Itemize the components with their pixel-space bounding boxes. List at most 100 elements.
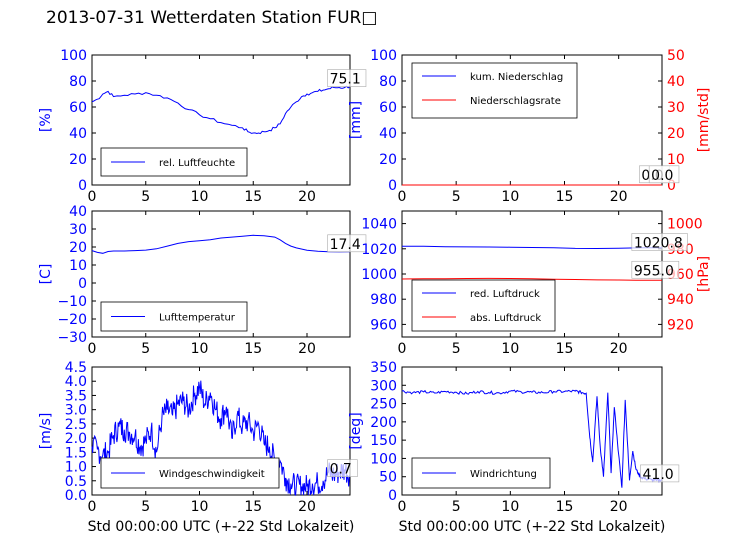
precip-ytick-label: 0 <box>388 178 397 194</box>
wind-direction-ytick-label: 350 <box>370 360 397 376</box>
temperature-ytick-label: 40 <box>69 204 87 220</box>
humidity-series-line-1 <box>91 85 351 135</box>
humidity-ytick-label: 20 <box>69 152 87 168</box>
temperature-legend-label: Lufttemperatur <box>159 313 236 324</box>
humidity-ytick-label: 0 <box>78 178 87 194</box>
wind-speed-ytick-label: 3.0 <box>65 403 87 419</box>
wind-direction-ytick-label: 250 <box>370 397 397 413</box>
humidity-annotation-box <box>327 69 367 87</box>
pressure-annotation-label: 1020.8 <box>634 236 683 252</box>
humidity-ytick-label: 80 <box>69 74 87 90</box>
wind-speed-annotation-box <box>327 459 358 477</box>
precip-y2label: [mm/std] <box>696 88 712 153</box>
temperature-xtick-label: 0 <box>88 341 97 357</box>
humidity-xtick-label: 15 <box>244 189 262 205</box>
humidity-ytick-label: 40 <box>69 126 87 142</box>
temperature-axes-frame <box>91 210 351 338</box>
wind-speed-ytick-label: 4.5 <box>65 360 87 376</box>
pressure-legend-label: abs. Luftdruck <box>470 313 541 324</box>
humidity-xtick-label: 5 <box>141 189 150 205</box>
wind-speed-legend-label: Windgeschwindigkeit <box>159 469 265 480</box>
wind-speed-xtick-label: 10 <box>191 499 209 515</box>
pressure-legend-box <box>411 279 556 332</box>
wind-direction-ytick-label: 300 <box>370 378 397 394</box>
temperature-ytick-label: 30 <box>69 222 87 238</box>
wind-direction-xtick-label: 15 <box>556 499 574 515</box>
temperature-ylabel: [C] <box>38 264 54 285</box>
pressure-annotation-box <box>631 260 680 279</box>
wind-speed-ytick-label: 0.5 <box>65 474 87 490</box>
pressure-xtick-label: 20 <box>610 341 628 357</box>
wind-direction-xtick-label: 0 <box>398 499 407 515</box>
humidity-legend-label: rel. Luftfeuchte <box>159 158 235 169</box>
precip-ytick-label: 20 <box>379 152 397 168</box>
humidity-ytick-label: 60 <box>69 100 87 116</box>
temperature-ytick-label: 10 <box>69 258 87 274</box>
pressure-annotation-label: 955.0 <box>634 263 674 279</box>
wind-direction-ytick-label: 150 <box>370 433 397 449</box>
precip-xtick-label: 0 <box>398 189 407 205</box>
wind-direction-xtick-label: 20 <box>610 499 628 515</box>
wind-direction-annotation-box <box>640 464 680 483</box>
pressure-ytick-label: 960 <box>370 317 397 333</box>
figure-title: 2013-07-31 Wetterdaten Station FUR□ <box>46 8 378 28</box>
wind-direction-xlabel: Std 00:00:00 UTC (+-22 Std Lokalzeit) <box>399 519 666 535</box>
humidity-xtick-label: 20 <box>298 189 316 205</box>
wind-direction-legend-box <box>411 457 551 489</box>
wind-speed-ytick-label: 1.0 <box>65 460 87 476</box>
temperature-ytick-label: −10 <box>57 294 87 310</box>
wind-speed-ytick-label: 3.5 <box>65 388 87 404</box>
wind-speed-xtick-label: 20 <box>298 499 316 515</box>
pressure-ytick-label: 1000 <box>361 267 397 283</box>
temperature-xtick-label: 15 <box>244 341 262 357</box>
pressure-series-line-2 <box>401 277 662 281</box>
wind-direction-ytick-label: 200 <box>370 415 397 431</box>
precip-ytick-label: 100 <box>370 48 397 64</box>
pressure-y2label: [hPa] <box>696 256 712 292</box>
humidity-xtick-label: 10 <box>191 189 209 205</box>
wind-direction-xtick-label: 5 <box>452 499 461 515</box>
wind-speed-xtick-label: 5 <box>141 499 150 515</box>
temperature-ytick-label: 0 <box>78 276 87 292</box>
wind-speed-ytick-label: 4.0 <box>65 374 87 390</box>
humidity-ytick-label: 100 <box>60 48 87 64</box>
precip-y2tick-label: 20 <box>667 126 685 142</box>
precip-xtick-label: 5 <box>452 189 461 205</box>
temperature-ytick-label: −20 <box>57 312 87 328</box>
precip-y2tick-label: 40 <box>667 74 685 90</box>
pressure-series-line-1 <box>402 245 662 250</box>
precip-xtick-label: 20 <box>610 189 628 205</box>
pressure-legend-label: red. Luftdruck <box>470 289 540 300</box>
wind-speed-ytick-label: 0.0 <box>65 488 87 504</box>
humidity-axes-frame <box>91 54 351 186</box>
wind-direction-legend-label: Windrichtung <box>470 469 537 480</box>
precip-ytick-label: 40 <box>379 126 397 142</box>
wind-speed-xtick-label: 0 <box>88 499 97 515</box>
precip-ylabel: [mm] <box>348 101 364 139</box>
precip-annotation-label: 0.0 <box>651 168 673 184</box>
pressure-xtick-label: 10 <box>501 341 519 357</box>
wind-direction-annotation-label: 41.0 <box>643 467 674 483</box>
temperature-ytick-label: 20 <box>69 240 87 256</box>
temperature-annotation-box <box>327 234 367 253</box>
precip-y2tick-label: 0 <box>667 178 676 194</box>
temperature-annotation-label: 17.4 <box>330 237 361 253</box>
precip-ytick-label: 60 <box>379 100 397 116</box>
precip-y2tick-label: 30 <box>667 100 685 116</box>
wind-direction-ylabel: [deg] <box>348 412 364 449</box>
precip-y2tick-label: 10 <box>667 152 685 168</box>
temperature-xtick-label: 5 <box>141 341 150 357</box>
wind-speed-ytick-label: 2.5 <box>65 417 87 433</box>
pressure-xtick-label: 0 <box>398 341 407 357</box>
temperature-xtick-label: 20 <box>298 341 316 357</box>
precip-legend-box <box>411 62 578 119</box>
pressure-ytick-label: 980 <box>370 292 397 308</box>
wind-speed-axes-frame <box>91 366 351 496</box>
precip-annotation-box <box>648 165 680 184</box>
pressure-xtick-label: 15 <box>556 341 574 357</box>
pressure-xtick-label: 5 <box>452 341 461 357</box>
pressure-y2tick-label: 920 <box>667 317 694 333</box>
wind-direction-ytick-label: 0 <box>388 488 397 504</box>
wind-speed-ytick-label: 1.5 <box>65 445 87 461</box>
